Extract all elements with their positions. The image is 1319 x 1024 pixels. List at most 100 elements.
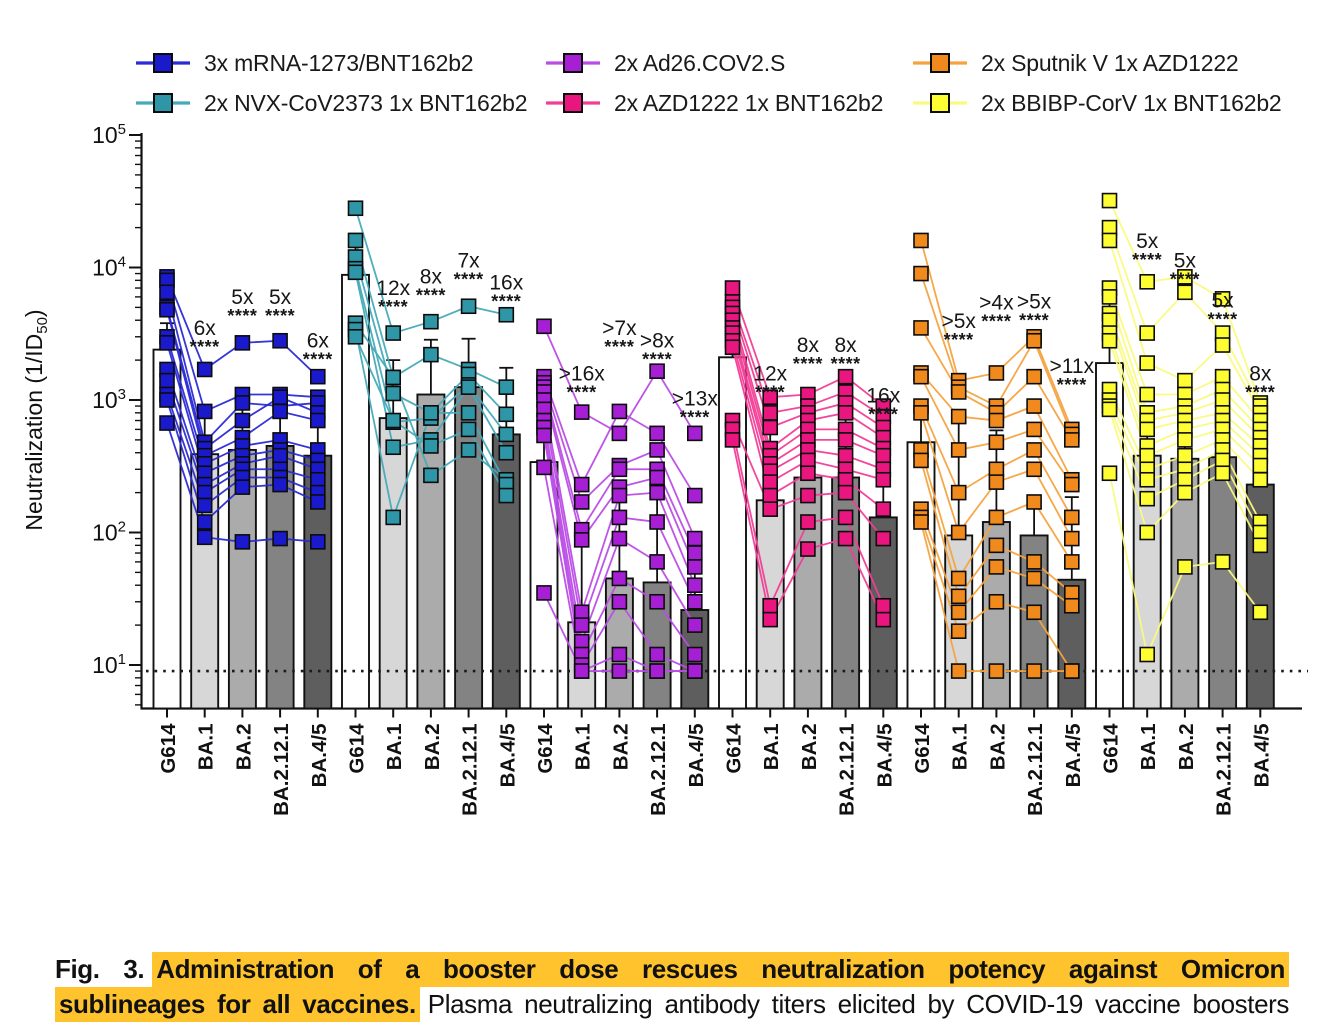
data-point (988, 663, 1005, 679)
data-point (1026, 442, 1042, 458)
data-point (611, 530, 628, 547)
data-point (347, 232, 364, 249)
x-tick-label: BA.4/5 (308, 724, 331, 788)
data-point (950, 588, 967, 605)
legend-square (930, 93, 950, 113)
fold-change-annotation: 6x (194, 317, 217, 340)
data-point (196, 514, 213, 530)
significance-stars: **** (793, 354, 823, 374)
significance-stars: **** (1245, 383, 1275, 403)
data-point (1026, 398, 1042, 414)
data-point (611, 487, 628, 504)
bar-ba1-group1 (190, 453, 220, 710)
y-tick-label: 105 (92, 121, 126, 148)
data-point (573, 663, 590, 679)
data-point (762, 419, 779, 436)
data-point (1101, 332, 1118, 349)
fold-change-annotation: 5x (1136, 230, 1159, 253)
significance-stars: **** (227, 306, 257, 326)
data-point (1026, 332, 1042, 349)
data-point (1026, 604, 1042, 621)
legend-square (563, 93, 583, 113)
legend-item-2x-nvx-cov2373-1x-bnt162b2: 2x NVX-CoV2373 1x BNT162b2 (136, 90, 528, 116)
data-point (272, 447, 288, 464)
legend-square (153, 93, 173, 113)
legend-marker-icon (913, 53, 967, 73)
data-point (988, 559, 1005, 575)
data-point (875, 471, 892, 488)
data-point (649, 363, 665, 379)
data-point (309, 534, 326, 550)
data-point (837, 484, 854, 501)
significance-stars: **** (454, 270, 484, 290)
legend-label: 2x BBIBP-CorV 1x BNT162b2 (981, 89, 1282, 116)
data-point (837, 368, 854, 385)
data-point (950, 442, 967, 458)
significance-stars: **** (416, 285, 446, 305)
significance-stars: **** (1132, 250, 1162, 270)
legend-label: 2x Ad26.COV2.S (614, 49, 786, 76)
data-point (1214, 452, 1231, 469)
data-point (234, 412, 251, 429)
data-point (988, 365, 1005, 381)
data-point (159, 301, 175, 318)
x-tick-label: BA.2.12.1 (1213, 724, 1236, 816)
data-point (573, 532, 590, 548)
significance-stars: **** (831, 354, 861, 374)
legend-label: 2x Sputnik V 1x AZD1222 (981, 49, 1239, 76)
data-point (1177, 471, 1193, 488)
data-point (1101, 312, 1118, 329)
fold-change-annotation: 5x (1174, 250, 1197, 273)
data-point (1101, 465, 1118, 482)
data-point (1064, 585, 1080, 601)
fold-change-annotation: 12x (753, 363, 787, 386)
data-point (686, 577, 703, 594)
data-point (1177, 269, 1193, 285)
data-point (1252, 537, 1269, 554)
data-point (573, 617, 590, 633)
bar-ba2-group4 (793, 476, 823, 710)
data-point (950, 663, 967, 679)
fold-change-annotation: 7x (458, 250, 481, 273)
data-point (686, 617, 703, 633)
significance-stars: **** (1057, 375, 1087, 395)
data-point (913, 368, 929, 385)
fold-change-annotation: 5x (1212, 289, 1235, 312)
data-point (272, 403, 288, 420)
data-point (649, 514, 665, 530)
data-point (423, 467, 439, 484)
data-point (272, 530, 288, 547)
fold-change-annotation: 16x (866, 384, 900, 407)
fold-change-annotation: >4x (979, 292, 1014, 315)
legend-item-2x-sputnik-v-1x-azd1222: 2x Sputnik V 1x AZD1222 (913, 50, 1239, 76)
data-point (1064, 476, 1080, 493)
data-point (1252, 524, 1269, 541)
y-axis-title: Neutralization (1/ID50) (21, 309, 51, 530)
data-point (950, 484, 967, 501)
data-point (762, 501, 779, 517)
data-point (649, 646, 665, 663)
data-point (1101, 289, 1118, 305)
data-point (800, 465, 816, 482)
data-point (196, 403, 213, 420)
data-point (573, 604, 590, 621)
data-point (611, 509, 628, 526)
data-point (800, 487, 816, 504)
significance-stars: **** (567, 383, 597, 403)
data-point (536, 585, 552, 601)
fold-change-annotation: 16x (489, 272, 523, 295)
x-tick-label: BA.4/5 (1250, 724, 1273, 788)
legend-item-2x-bbibp-corv-1x-bnt162b2: 2x BBIBP-CorV 1x BNT162b2 (913, 90, 1282, 116)
fold-change-annotation: >5x (941, 310, 976, 333)
data-point (988, 509, 1005, 526)
data-point (762, 405, 779, 421)
x-tick-label: BA.2 (609, 724, 632, 771)
data-point (498, 444, 515, 461)
data-point (234, 335, 251, 351)
data-point (724, 339, 741, 356)
data-point (385, 509, 402, 526)
data-point (875, 611, 892, 628)
data-point (1026, 554, 1042, 570)
fold-change-annotation: 8x (420, 265, 443, 288)
data-point (950, 570, 967, 587)
